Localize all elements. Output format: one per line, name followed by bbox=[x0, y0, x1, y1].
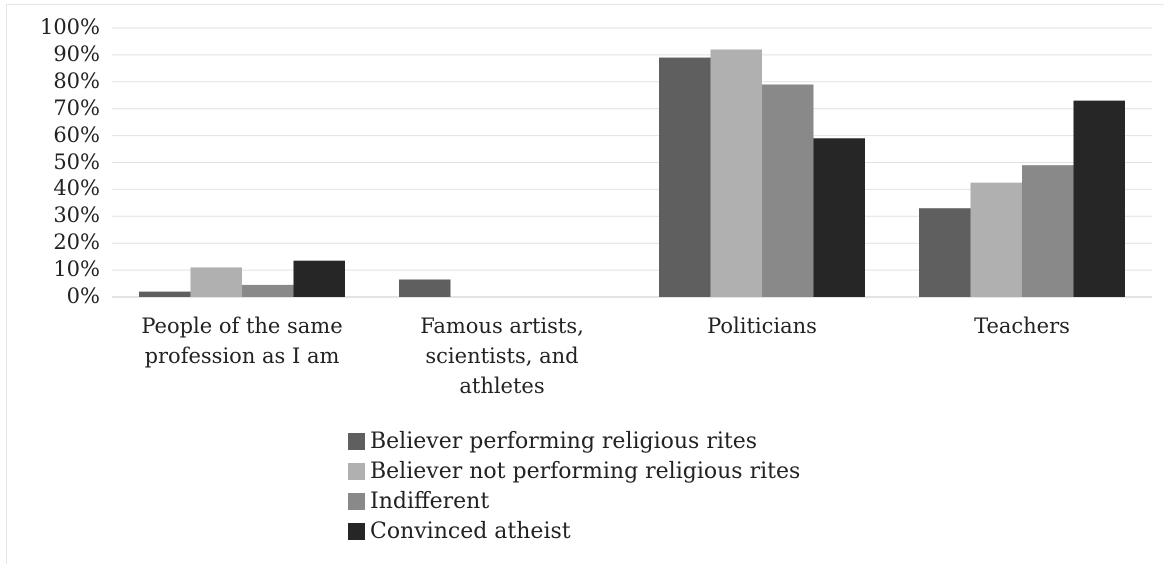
bar bbox=[399, 279, 451, 297]
bar bbox=[242, 284, 294, 297]
x-category-label: People of the same profession as I am bbox=[122, 311, 362, 371]
bar bbox=[710, 49, 762, 297]
y-tick-label: 90% bbox=[53, 41, 100, 66]
x-category-label: Teachers bbox=[902, 311, 1142, 341]
x-category-label-line: athletes bbox=[459, 374, 545, 398]
y-tick-label: 0% bbox=[66, 284, 100, 308]
legend-item: Convinced atheist bbox=[348, 516, 800, 546]
legend-swatch bbox=[348, 522, 365, 540]
bar bbox=[293, 260, 345, 297]
bar bbox=[919, 208, 971, 297]
legend-swatch bbox=[348, 432, 365, 450]
y-tick-label: 70% bbox=[53, 95, 100, 120]
y-tick-label: 30% bbox=[53, 203, 100, 228]
chart-legend: Believer performing religious rites Belie… bbox=[348, 426, 800, 546]
x-category-label-line: profession as I am bbox=[144, 344, 340, 368]
x-category-label: Politicians bbox=[642, 311, 882, 341]
legend-item: Believer performing religious rites bbox=[348, 426, 800, 456]
legend-label: Indifferent bbox=[370, 488, 490, 514]
legend-label: Believer performing religious rites bbox=[370, 428, 758, 454]
y-tick-label: 20% bbox=[53, 230, 100, 255]
bar bbox=[659, 57, 711, 298]
bar bbox=[139, 291, 191, 297]
x-category-label-line: Politicians bbox=[707, 314, 817, 338]
y-tick-label: 100% bbox=[39, 15, 100, 39]
legend-item: Indifferent bbox=[348, 486, 800, 516]
bar bbox=[813, 138, 865, 297]
y-tick-label: 40% bbox=[53, 176, 100, 201]
x-category-label-line: Famous artists, bbox=[420, 314, 584, 338]
x-category-label-line: scientists, and bbox=[425, 344, 579, 368]
legend-swatch bbox=[348, 462, 365, 480]
y-tick-label: 60% bbox=[53, 122, 100, 147]
legend-swatch bbox=[348, 492, 365, 510]
legend-label: Believer not performing religious rites bbox=[370, 458, 801, 484]
y-tick-label: 80% bbox=[53, 68, 100, 93]
x-category-label: Famous artists, scientists, and athletes bbox=[382, 311, 622, 401]
bar bbox=[970, 182, 1022, 297]
y-tick-label: 50% bbox=[53, 149, 100, 174]
legend-label: Convinced atheist bbox=[370, 518, 571, 544]
chart-frame bbox=[6, 4, 1164, 564]
x-category-label-line: Teachers bbox=[974, 314, 1070, 338]
x-category-label-line: People of the same bbox=[141, 314, 343, 338]
bar bbox=[190, 267, 242, 297]
bar bbox=[762, 84, 814, 298]
legend-item: Believer not performing religious rites bbox=[348, 456, 800, 486]
y-tick-label: 10% bbox=[53, 257, 100, 282]
bar bbox=[1073, 100, 1125, 297]
bar bbox=[1022, 165, 1074, 297]
